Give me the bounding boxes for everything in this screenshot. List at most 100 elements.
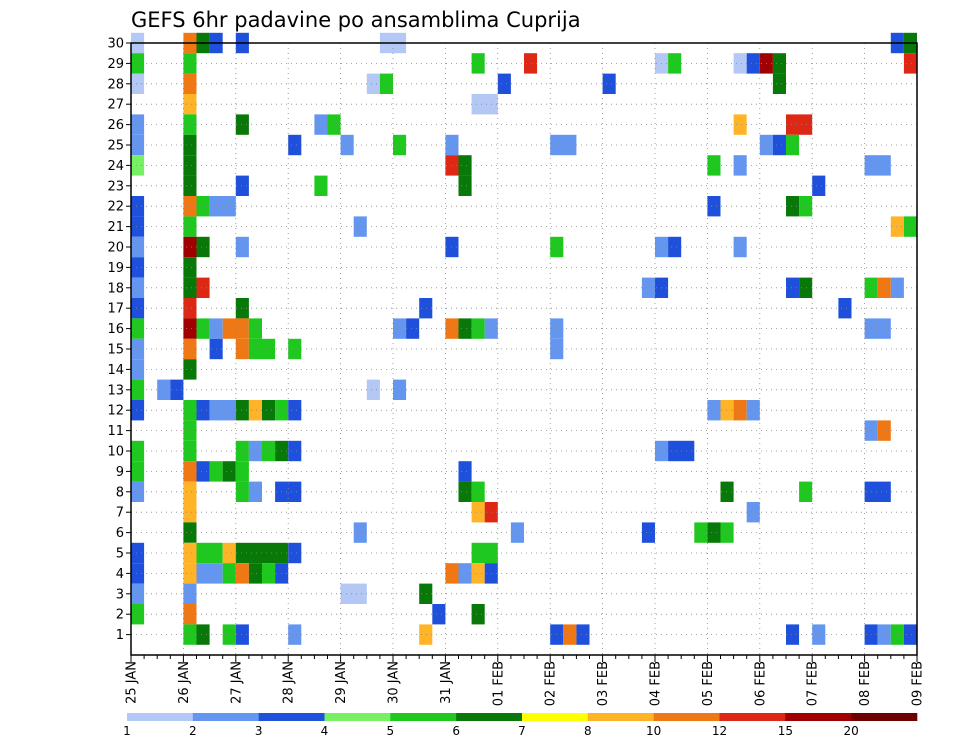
- heatmap-cell: [327, 114, 341, 135]
- heatmap-cell: [890, 624, 904, 645]
- heatmap-cell: [131, 155, 145, 176]
- heatmap-cell: [183, 175, 197, 196]
- heatmap-cell: [235, 440, 249, 462]
- heatmap-cell: [471, 318, 485, 339]
- heatmap-cell: [668, 53, 682, 74]
- heatmap-cell: [772, 53, 786, 74]
- heatmap-cell: [131, 604, 145, 625]
- heatmap-cell: [196, 318, 210, 339]
- colorbar-label: 5: [387, 724, 395, 738]
- y-tick-label: 13: [107, 383, 124, 398]
- heatmap-cell: [183, 604, 197, 625]
- x-tick-label: 28 JAN: [282, 661, 297, 704]
- heatmap-cell: [183, 196, 197, 217]
- heatmap-cell: [471, 563, 485, 584]
- heatmap-cell: [183, 583, 197, 604]
- x-tick-label: 29 JAN: [334, 661, 349, 704]
- heatmap-cell: [222, 542, 236, 564]
- heatmap-cell: [393, 318, 407, 339]
- heatmap-cell: [183, 277, 197, 298]
- heatmap-cell: [235, 298, 249, 319]
- heatmap-cell: [314, 175, 328, 196]
- colorbar-label: 20: [844, 724, 859, 738]
- heatmap-cell: [131, 277, 145, 298]
- heatmap-cell: [340, 583, 367, 604]
- y-tick-label: 16: [107, 322, 124, 337]
- heatmap-cell: [733, 155, 747, 176]
- heatmap-cell: [786, 196, 800, 217]
- heatmap-cell: [183, 236, 197, 258]
- heatmap-cell: [209, 400, 236, 421]
- heatmap-cell: [235, 481, 249, 502]
- y-tick-label: 23: [107, 179, 124, 194]
- y-tick-label: 14: [107, 363, 124, 378]
- heatmap-cell: [458, 563, 472, 584]
- heatmap-cell: [183, 522, 197, 543]
- heatmap-cell: [248, 440, 262, 462]
- heatmap-cell: [183, 481, 197, 502]
- heatmap-cell: [746, 502, 760, 523]
- heatmap-cell: [471, 502, 485, 523]
- colorbar-swatch: [127, 713, 194, 721]
- colorbar-label: 8: [584, 724, 592, 738]
- heatmap-cell: [131, 298, 145, 319]
- heatmap-cell: [183, 318, 197, 339]
- heatmap-cell: [235, 236, 249, 258]
- heatmap-cell: [641, 277, 655, 298]
- y-tick-label: 25: [107, 139, 124, 154]
- heatmap-cell: [131, 563, 145, 584]
- heatmap-cell: [524, 53, 538, 74]
- heatmap-cell: [314, 114, 328, 135]
- colorbar-label: 3: [255, 724, 263, 738]
- heatmap-cell: [248, 318, 262, 339]
- x-tick-label: 27 JAN: [229, 661, 244, 704]
- heatmap-cell: [131, 379, 145, 400]
- heatmap-cell: [131, 461, 145, 482]
- heatmap-cell: [353, 522, 367, 543]
- y-axis: 1234567891011121314151617181920212223242…: [107, 37, 131, 643]
- heatmap-cell: [366, 73, 380, 94]
- heatmap-cell: [183, 257, 197, 278]
- heatmap-cell: [890, 277, 904, 298]
- y-tick-label: 19: [107, 261, 124, 276]
- heatmap-cell: [903, 53, 917, 74]
- heatmap-cell: [196, 624, 210, 645]
- heatmap-cell: [183, 624, 197, 645]
- heatmap-cell: [812, 175, 826, 196]
- heatmap-cell: [183, 563, 197, 584]
- colorbar: 1 2 3 4 5 6 7 8 10 12 15 20: [123, 713, 918, 738]
- heatmap-cell: [196, 277, 210, 298]
- heatmap-cell: [563, 624, 577, 645]
- heatmap-cell: [131, 583, 145, 604]
- heatmap-cell: [183, 502, 197, 523]
- y-tick-label: 1: [116, 628, 124, 643]
- heatmap-cell: [131, 257, 145, 278]
- heatmap-cell: [131, 318, 145, 339]
- heatmap-cells: [131, 32, 917, 645]
- x-tick-label: 08 FEB: [858, 661, 873, 706]
- heatmap-cell: [288, 440, 302, 462]
- colorbar-label: 6: [452, 724, 460, 738]
- heatmap-cell: [183, 155, 197, 176]
- heatmap-cell: [471, 481, 485, 502]
- y-tick-label: 15: [107, 343, 124, 358]
- y-tick-label: 9: [116, 465, 124, 480]
- colorbar-swatch: [456, 713, 523, 721]
- x-tick-label: 04 FEB: [649, 661, 664, 706]
- heatmap-cell: [183, 94, 197, 115]
- y-tick-label: 12: [107, 404, 124, 419]
- heatmap-cell: [196, 236, 210, 258]
- heatmap-cell: [353, 216, 367, 237]
- colorbar-label: 7: [518, 724, 526, 738]
- heatmap-cell: [196, 196, 210, 217]
- y-tick-label: 24: [107, 159, 124, 174]
- heatmap-cell: [707, 155, 721, 176]
- heatmap-cell: [248, 400, 262, 421]
- heatmap-cell: [458, 481, 472, 502]
- heatmap-cell: [183, 298, 197, 319]
- x-tick-label: 26 JAN: [177, 661, 192, 704]
- heatmap-cell: [157, 379, 171, 400]
- heatmap-cell: [890, 216, 904, 237]
- y-tick-label: 10: [107, 445, 124, 460]
